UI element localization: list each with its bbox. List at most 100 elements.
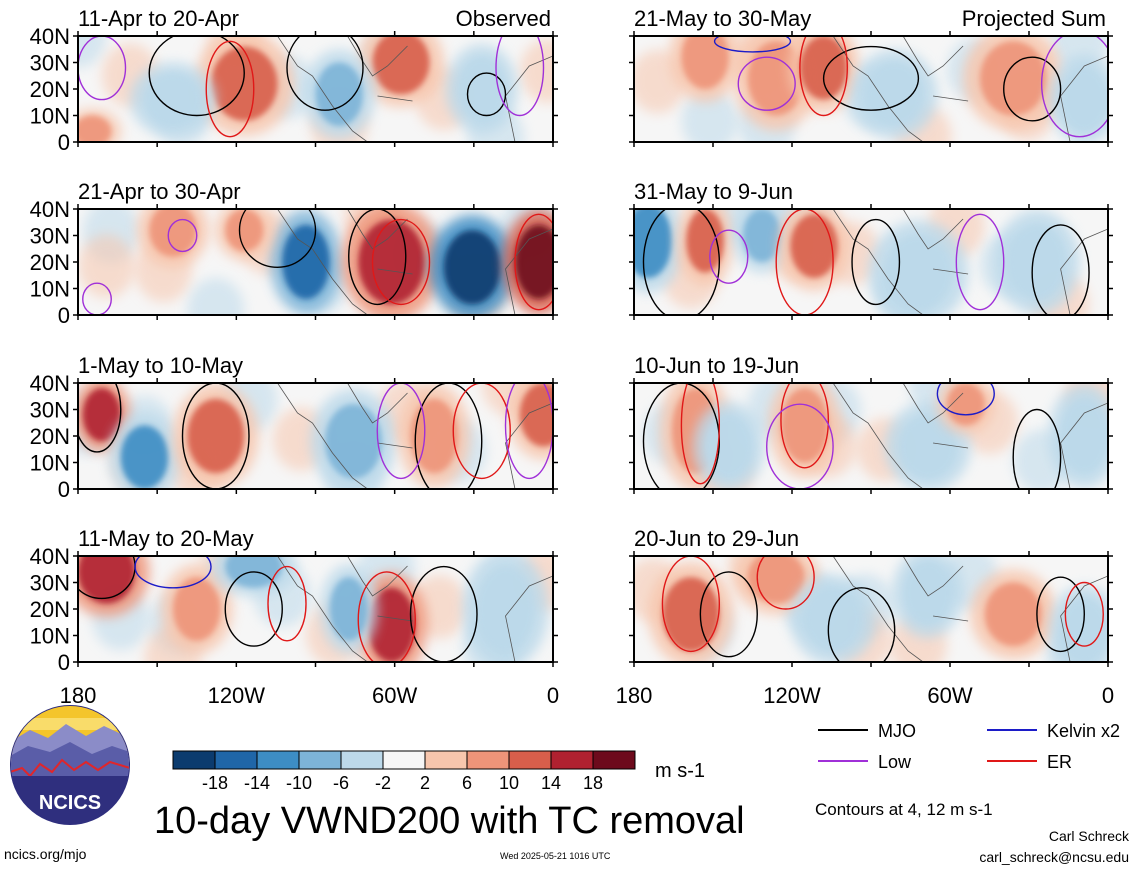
wind-anomaly-field (634, 36, 1108, 142)
wave-contours (78, 383, 553, 489)
panel-projected-1: 21-May to 30-May Projected Sum (629, 6, 1113, 147)
wind-anomaly-field (78, 383, 553, 489)
coastlines (277, 383, 553, 489)
colorbar-swatch (382, 750, 426, 770)
lat-tick-label: 30N (30, 398, 70, 423)
colorbar-tick-label: -6 (333, 773, 349, 793)
lat-tick-label: 10N (30, 104, 70, 129)
colorbar-swatch (466, 750, 510, 770)
footer-author: Carl Schreck (1048, 828, 1129, 844)
coastlines (832, 556, 1108, 662)
panel-title: 21-Apr to 30-Apr (78, 179, 241, 204)
wave-contours (661, 556, 1104, 662)
coastlines (832, 383, 1108, 489)
panel-projected-2: 31-May to 9-Jun (629, 179, 1113, 320)
panel-title: 10-Jun to 19-Jun (634, 353, 799, 378)
wave-contours (78, 36, 545, 138)
panel-title: 11-Apr to 20-Apr (78, 6, 239, 31)
lat-tick-label: 40N (30, 24, 70, 49)
footer-credits: Carl Schreck carl_schreck@ncsu.edu (979, 826, 1129, 868)
lat-tick-label: 20N (30, 597, 70, 622)
wave-contours (642, 209, 1090, 315)
wind-anomaly-field (634, 556, 1108, 662)
coastlines (832, 209, 1108, 315)
colorbar-swatch (172, 750, 216, 770)
lon-tick-label: 120W (763, 683, 821, 708)
legend-label: ER (1047, 752, 1072, 772)
panel-title: 11-May to 20-May (78, 526, 254, 551)
colorbar-units: m s-1 (655, 760, 705, 782)
colorbar-tick-label: 14 (541, 773, 561, 793)
lat-tick-label: 0 (58, 477, 70, 502)
colorbar-tick-label: 10 (499, 773, 519, 793)
colorbar-tick-label: -2 (375, 773, 391, 793)
lat-tick-label: 40N (30, 197, 70, 222)
colorbar-tick-label: -18 (202, 773, 228, 793)
wind-anomaly-field (634, 209, 1090, 315)
wind-anomaly-field (78, 556, 553, 662)
wind-anomaly-field (643, 383, 1108, 489)
wind-anomaly-field (78, 209, 553, 315)
panel-projected-3: 10-Jun to 19-Jun (629, 353, 1113, 494)
footer-timestamp: Wed 2025-05-21 1016 UTC (500, 851, 611, 861)
lat-tick-label: 0 (58, 650, 70, 675)
colorbar-tick-label: -10 (286, 773, 312, 793)
colorbar-swatch (298, 750, 342, 770)
lat-tick-label: 30N (30, 571, 70, 596)
lon-tick-label: 180 (616, 683, 653, 708)
lat-tick-label: 0 (58, 130, 70, 155)
footer-url[interactable]: ncics.org/mjo (4, 846, 87, 862)
colorbar: -18 -14 -10 -6 -2 2 6 10 14 18 (172, 750, 636, 793)
lon-tick-label: 120W (208, 683, 266, 708)
colorbar-swatch (592, 750, 636, 770)
panel-corner-label: Observed (456, 6, 551, 31)
lat-tick-label: 0 (58, 303, 70, 328)
coastlines (277, 209, 553, 315)
lon-tick-label: 180 (60, 683, 97, 708)
panel-title: 31-May to 9-Jun (634, 179, 793, 204)
contour-note: Contours at 4, 12 m s-1 (815, 800, 993, 819)
lat-tick-label: 10N (30, 451, 70, 476)
colorbar-tick-label: 18 (583, 773, 603, 793)
lat-tick-label: 30N (30, 51, 70, 76)
footer-email[interactable]: carl_schreck@ncsu.edu (979, 849, 1129, 865)
coastlines (277, 36, 553, 142)
colorbar-swatch (256, 750, 300, 770)
panel-title: 21-May to 30-May (634, 6, 811, 31)
colorbar-swatch (508, 750, 552, 770)
ncics-logo: NCICS (10, 705, 130, 825)
lon-tick-label: 0 (1102, 683, 1114, 708)
panel-title: 20-Jun to 29-Jun (634, 526, 799, 551)
lon-tick-label: 60W (927, 683, 972, 708)
panel-title: 1-May to 10-May (78, 353, 243, 378)
legend-label: Low (878, 752, 912, 772)
lon-tick-label: 0 (547, 683, 559, 708)
colorbar-swatch (340, 750, 384, 770)
wave-contours (713, 36, 1108, 138)
colorbar-tick-label: 6 (462, 773, 472, 793)
lat-tick-label: 20N (30, 424, 70, 449)
lat-tick-label: 20N (30, 250, 70, 275)
wave-contours (78, 556, 478, 662)
colorbar-tick-label: 2 (420, 773, 430, 793)
wave-contours (642, 383, 1062, 489)
coastlines (832, 36, 1108, 142)
legend-label: Kelvin x2 (1047, 721, 1120, 741)
lat-tick-label: 40N (30, 371, 70, 396)
lat-tick-label: 10N (30, 277, 70, 302)
colorbar-swatch (424, 750, 468, 770)
coastlines (277, 556, 553, 662)
panel-corner-label: Projected Sum (962, 6, 1106, 31)
contour-legend: MJO Kelvin x2 Low ER (818, 721, 1120, 772)
lat-tick-label: 10N (30, 624, 70, 649)
colorbar-tick-label: -14 (244, 773, 270, 793)
lat-tick-label: 20N (30, 77, 70, 102)
colorbar-swatch (550, 750, 594, 770)
lon-tick-label: 60W (372, 683, 417, 708)
lat-tick-label: 40N (30, 544, 70, 569)
